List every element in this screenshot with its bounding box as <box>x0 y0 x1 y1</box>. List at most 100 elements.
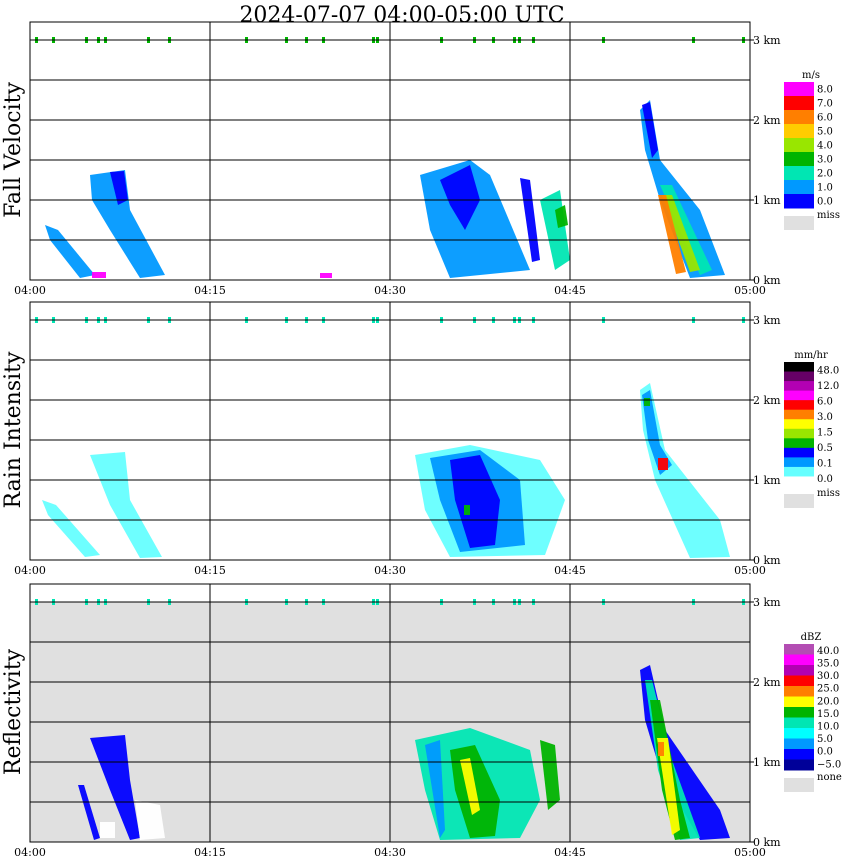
echo-region <box>640 100 725 278</box>
echo-region <box>640 665 730 840</box>
echo-region <box>135 800 165 840</box>
colorbar-swatch <box>784 466 814 477</box>
colorbar-swatch <box>784 180 814 195</box>
colorbar-label: 20.0 <box>817 696 839 707</box>
colorbar-swatch <box>784 362 814 373</box>
colorbar-swatch <box>784 476 814 487</box>
colorbar-swatch <box>784 428 814 439</box>
y-tick-label: 0 km <box>753 274 781 287</box>
colorbar-label: 0.0 <box>817 197 833 208</box>
colorbar-miss-label: miss <box>817 488 840 499</box>
colorbar-label: 5.0 <box>817 127 833 138</box>
colorbar-label: 12.0 <box>817 381 839 392</box>
y-tick-label: 3 km <box>753 314 781 327</box>
y-tick-label: 2 km <box>753 394 781 407</box>
colorbar-label: 10.0 <box>817 722 839 733</box>
colorbar-swatch <box>784 152 814 167</box>
colorbar-swatch <box>784 124 814 139</box>
colorbar-swatch <box>784 381 814 392</box>
colorbar-swatch <box>784 194 814 209</box>
colorbar-label: 4.0 <box>817 141 833 152</box>
echo-region <box>555 205 568 228</box>
colorbar-swatch <box>784 409 814 420</box>
colorbar-label: 1.5 <box>817 428 833 439</box>
colorbar-swatch <box>784 447 814 458</box>
colorbar-swatch <box>784 419 814 430</box>
colorbar-unit: m/s <box>802 70 820 81</box>
colorbar-miss-swatch <box>784 494 814 508</box>
echo-region <box>520 178 540 262</box>
colorbar-swatch <box>784 438 814 449</box>
colorbar-label: 1.0 <box>817 183 833 194</box>
colorbar-swatch <box>784 82 814 97</box>
echo-region <box>540 740 560 810</box>
colorbar-swatch <box>784 749 814 760</box>
y-tick-label: 3 km <box>753 34 781 47</box>
panel-ylabel: Rain Intensity <box>1 351 26 508</box>
x-tick-label: 04:45 <box>554 284 586 297</box>
colorbar-miss-label: none <box>817 772 842 783</box>
x-tick-label: 04:45 <box>554 564 586 577</box>
colorbar-swatch <box>784 717 814 729</box>
colorbar-label: 0.0 <box>817 747 833 758</box>
echo-region <box>450 455 500 548</box>
echo-region <box>658 458 668 470</box>
echo-region <box>92 272 106 278</box>
colorbar-rain-intensity: mm/hr 48.0 12.0 6.0 3.0 1.5 0.5 0.1 0.0 miss <box>784 350 840 508</box>
colorbar-swatch <box>784 400 814 411</box>
colorbar-label: 48.0 <box>817 366 839 377</box>
colorbar-swatch <box>784 675 814 687</box>
colorbar-label: 3.0 <box>817 412 833 423</box>
echo-region <box>320 273 332 278</box>
plot-frame <box>29 21 751 281</box>
x-tick-label: 04:30 <box>374 564 406 577</box>
figure-title: 2024-07-07 04:00-05:00 UTC <box>239 3 564 28</box>
y-tick-label: 2 km <box>753 114 781 127</box>
colorbar-unit: mm/hr <box>794 350 828 361</box>
colorbar-unit: dBZ <box>801 632 822 643</box>
panel-rain-intensity: 04:00 04:15 04:30 04:45 05:000 km 1 km 2 km 3 k… <box>1 301 840 577</box>
panels: 04:00 04:15 04:30 04:45 05:000 km1 km2 km3 k… <box>1 21 842 859</box>
colorbar-swatch <box>784 166 814 181</box>
plot-frame <box>29 583 751 843</box>
x-tick-label: 05:00 <box>734 284 766 297</box>
echo-region <box>78 785 100 840</box>
colorbar-label: 6.0 <box>817 397 833 408</box>
colorbar-miss-swatch <box>784 216 814 230</box>
echo-region <box>662 195 700 272</box>
colorbar-label: 0.5 <box>817 443 833 454</box>
panel-ylabel: Fall Velocity <box>1 82 26 218</box>
y-tick-label: 2 km <box>753 676 781 689</box>
echo-region <box>90 452 162 558</box>
colorbar-swatch <box>784 728 814 739</box>
x-tick-label: 04:00 <box>14 564 46 577</box>
echo-region <box>90 170 165 278</box>
colorbar-swatch <box>784 96 814 111</box>
colorbar-label: 3.0 <box>817 155 833 166</box>
x-tick-label: 04:15 <box>194 846 226 859</box>
colorbar-label: 15.0 <box>817 709 839 720</box>
colorbar-swatch <box>784 644 814 655</box>
echo-region <box>110 171 128 205</box>
colorbar-swatch <box>784 759 814 771</box>
y-tick-label: 0 km <box>753 554 781 567</box>
x-tick-label: 04:15 <box>194 284 226 297</box>
colorbar-swatch <box>784 110 814 125</box>
echo-region <box>425 740 445 838</box>
echo-region <box>42 500 100 557</box>
colorbar-miss-swatch <box>784 778 814 792</box>
x-tick-label: 05:00 <box>734 846 766 859</box>
echo-region <box>644 398 650 406</box>
colorbar-label: 25.0 <box>817 684 839 695</box>
echo-region <box>45 225 95 278</box>
colorbar-label: 6.0 <box>817 113 833 124</box>
colorbar-label: 40.0 <box>817 646 839 657</box>
colorbar-swatch <box>784 138 814 153</box>
echo-region <box>440 165 480 230</box>
colorbar-swatch <box>784 390 814 401</box>
y-tick-label: 1 km <box>753 194 781 207</box>
colorbar-label: 8.0 <box>817 85 833 96</box>
panel-fall-velocity: 04:00 04:15 04:30 04:45 05:000 km 1 km 2 km 3 k… <box>1 21 840 297</box>
y-tick-label: 1 km <box>753 756 781 769</box>
